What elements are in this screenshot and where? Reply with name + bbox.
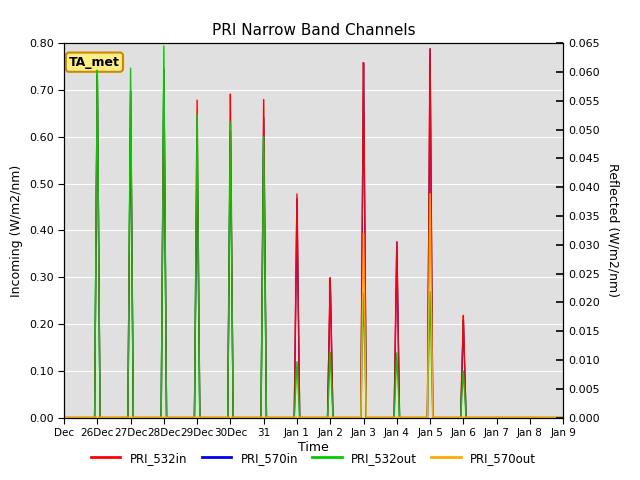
Y-axis label: Reflected (W/m2/nm): Reflected (W/m2/nm) <box>606 163 620 298</box>
X-axis label: Time: Time <box>298 441 329 454</box>
Title: PRI Narrow Band Channels: PRI Narrow Band Channels <box>212 23 415 38</box>
Y-axis label: Incoming (W/m2/nm): Incoming (W/m2/nm) <box>10 164 23 297</box>
Text: TA_met: TA_met <box>69 56 120 69</box>
Legend: PRI_532in, PRI_570in, PRI_532out, PRI_570out: PRI_532in, PRI_570in, PRI_532out, PRI_57… <box>86 447 541 469</box>
